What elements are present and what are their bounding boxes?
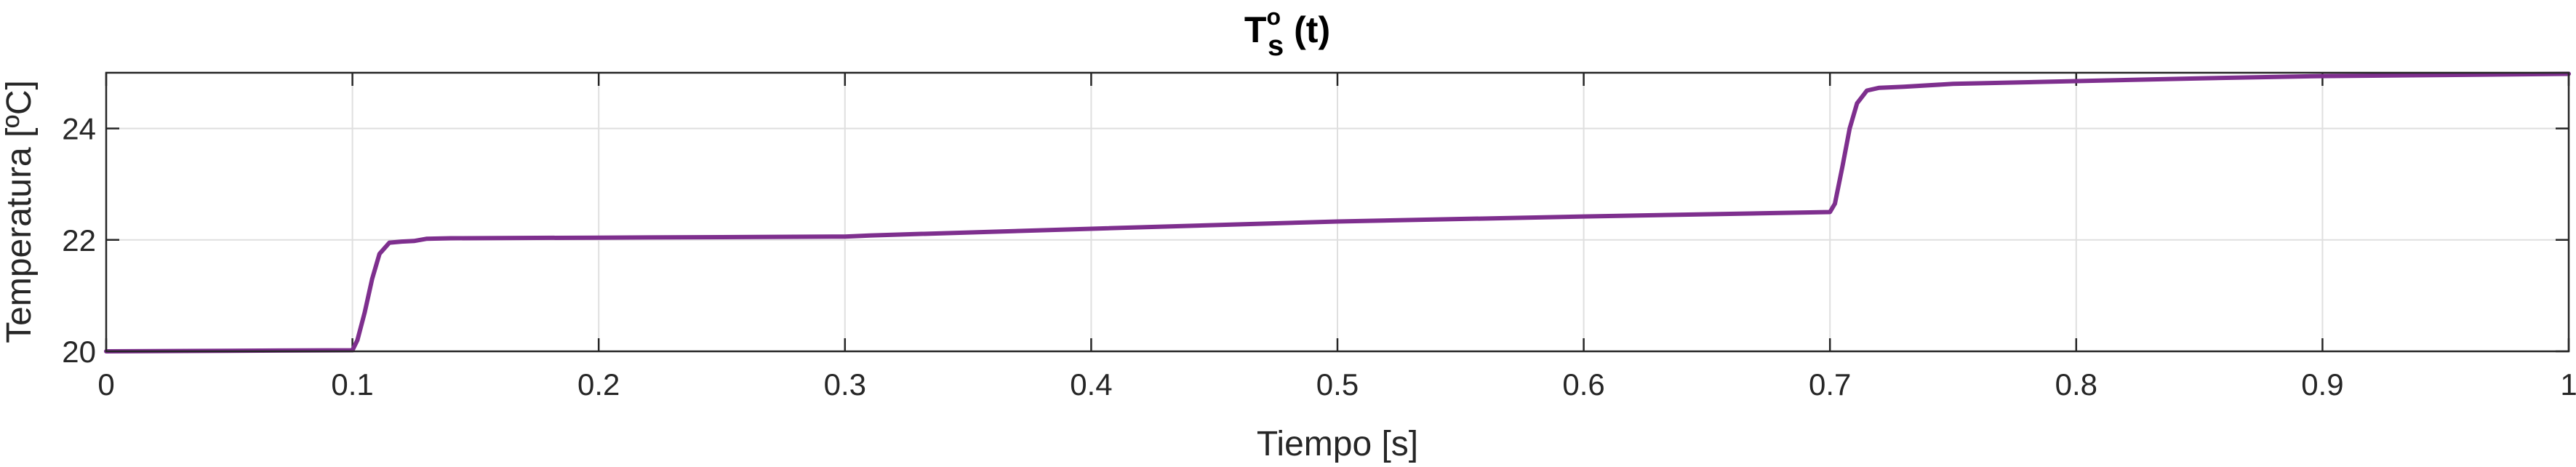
chart-title: To s (t) [1244, 4, 1330, 62]
chart-title-suffix: (t) [1284, 9, 1330, 50]
chart-title-subscript: s [1268, 30, 1284, 62]
x-tick-label: 0.6 [1562, 367, 1604, 402]
x-tick-label: 0.3 [824, 367, 866, 402]
y-axis-label: Temperatura [ºC] [0, 80, 39, 343]
y-tick-label: 20 [62, 335, 96, 369]
chart-title-base: T [1244, 9, 1267, 50]
x-tick-label: 0.4 [1070, 367, 1112, 402]
axes-box [105, 71, 2570, 353]
y-tick-label: 22 [62, 223, 96, 258]
x-tick-label: 0.9 [2301, 367, 2343, 402]
series-group [104, 71, 2571, 354]
x-tick-labels: 0 0.1 0.2 0.3 0.4 0.5 0.6 0.7 0.8 0.9 1 [97, 367, 2576, 402]
x-tick-label: 0 [97, 367, 114, 402]
x-axis-label: Tiempo [s] [1257, 425, 1418, 463]
y-tick-label: 24 [62, 112, 96, 146]
x-tick-label: 0.5 [1316, 367, 1359, 402]
x-tick-label: 0.1 [331, 367, 373, 402]
svg-text:Tos (t): To s (t) [1244, 4, 1330, 62]
temperature-series-line [104, 71, 2571, 354]
chart-title-superscript: o [1266, 4, 1281, 30]
x-tick-label: 0.2 [577, 367, 620, 402]
x-tick-label: 0.8 [2055, 367, 2097, 402]
x-tick-label: 1 [2560, 367, 2576, 402]
y-tick-labels: 20 22 24 [62, 112, 96, 369]
x-tick-label: 0.7 [1809, 367, 1851, 402]
